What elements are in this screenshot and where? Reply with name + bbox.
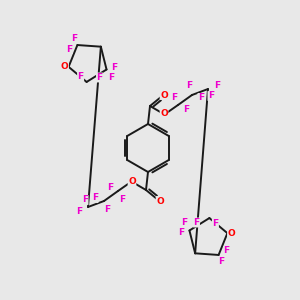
Text: F: F — [104, 206, 110, 214]
Text: F: F — [198, 94, 204, 103]
Text: F: F — [178, 228, 184, 237]
Text: F: F — [186, 82, 192, 91]
Text: F: F — [224, 247, 230, 256]
Text: F: F — [71, 34, 77, 43]
Text: F: F — [107, 182, 113, 191]
Text: F: F — [194, 218, 200, 227]
Text: O: O — [128, 178, 136, 187]
Text: F: F — [77, 73, 84, 82]
Text: F: F — [66, 44, 73, 53]
Text: F: F — [82, 196, 88, 205]
Text: F: F — [112, 63, 118, 72]
Text: F: F — [182, 218, 188, 227]
Text: F: F — [214, 80, 220, 89]
Text: O: O — [160, 110, 168, 118]
Text: F: F — [218, 257, 225, 266]
Text: O: O — [227, 229, 235, 238]
Text: F: F — [171, 92, 177, 101]
Text: F: F — [76, 206, 82, 215]
Text: O: O — [61, 62, 68, 71]
Text: F: F — [183, 104, 189, 113]
Text: F: F — [212, 218, 218, 227]
Text: F: F — [109, 73, 115, 82]
Text: O: O — [156, 196, 164, 206]
Text: F: F — [208, 92, 214, 100]
Text: F: F — [97, 73, 103, 82]
Text: F: F — [92, 194, 98, 202]
Text: O: O — [160, 91, 168, 100]
Text: F: F — [119, 194, 125, 203]
